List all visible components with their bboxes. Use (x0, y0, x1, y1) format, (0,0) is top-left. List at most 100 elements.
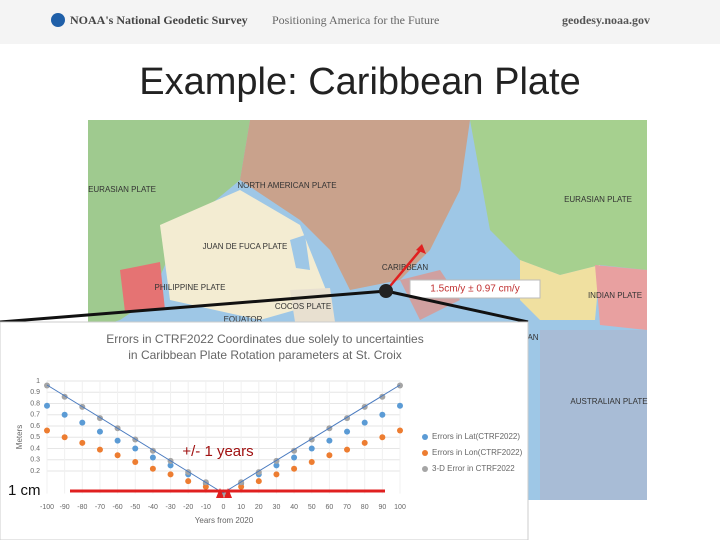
data-point (167, 462, 174, 469)
callout-text: 1.5cm/y ± 0.97 cm/y (430, 284, 519, 295)
header-bar (0, 0, 720, 44)
x-tick-label: -100 (40, 504, 54, 511)
data-point (397, 402, 403, 409)
data-point (344, 428, 351, 435)
x-tick-label: -20 (183, 504, 193, 511)
data-point (149, 454, 156, 461)
indian (595, 265, 647, 330)
red-arrow (216, 488, 224, 498)
data-point (273, 462, 280, 469)
y-tick-label: 0.7 (30, 412, 40, 419)
y-axis-label: Meters (15, 425, 24, 449)
x-tick-label: -70 (95, 504, 105, 511)
data-point (96, 428, 103, 435)
x-tick-label: 50 (308, 504, 316, 511)
plate-label: EQUATOR (224, 315, 263, 324)
y-tick-label: 0.6 (30, 423, 40, 430)
header-tagline: Positioning America for the Future (272, 13, 439, 27)
x-tick-label: 20 (255, 504, 263, 511)
y-tick-label: 0.9 (30, 389, 40, 396)
arrow-head (416, 244, 426, 254)
juan-de-fuca (290, 235, 310, 270)
x-tick-label: 60 (326, 504, 334, 511)
x-tick-label: 100 (394, 504, 406, 511)
x-tick-label: 10 (237, 504, 245, 511)
x-tick-label: -80 (77, 504, 87, 511)
data-point (344, 446, 351, 453)
callout-box (409, 279, 541, 299)
y-tick-label: 1 (36, 378, 40, 385)
annotation: 1 cm (8, 482, 41, 499)
chart-title: in Caribbean Plate Rotation parameters a… (128, 348, 401, 362)
x-tick-label: 40 (290, 504, 298, 511)
data-point (44, 402, 50, 409)
x-tick-label: 90 (378, 504, 386, 511)
trend-line (46, 384, 224, 494)
data-point (255, 478, 262, 485)
plate-label: AN (527, 333, 538, 342)
plate-label: COCOS PLATE (275, 302, 331, 311)
annotation: +/- 1 years (182, 443, 253, 460)
noaa-logo (51, 13, 65, 27)
data-point (291, 465, 298, 472)
plate-label: JUAN DE FUCA PLATE (203, 242, 288, 251)
x-tick-label: 70 (343, 504, 351, 511)
x-tick-label: -10 (201, 504, 211, 511)
data-point (61, 411, 68, 418)
x-tick-label: 0 (222, 504, 226, 511)
motion-arrow (385, 247, 423, 292)
legend-label: 3-D Error in CTRF2022 (432, 464, 515, 473)
data-point (61, 434, 68, 441)
st-croix-marker (379, 284, 393, 298)
data-point (308, 445, 315, 452)
chart-panel (0, 321, 529, 540)
data-point (326, 452, 333, 459)
y-tick-label: 0.4 (30, 445, 40, 452)
data-point (361, 439, 368, 446)
data-point (132, 459, 139, 465)
data-point (238, 483, 245, 490)
africa (520, 260, 600, 320)
y-tick-label: 0.5 (30, 434, 40, 441)
data-point (326, 437, 333, 444)
legend-marker (422, 434, 428, 440)
plate-label: EURASIAN PLATE (564, 195, 632, 204)
y-tick-label: 0.8 (30, 400, 40, 407)
x-axis-label: Years from 2020 (195, 516, 254, 525)
data-point (273, 471, 280, 478)
pacific (160, 190, 330, 320)
x-tick-label: -30 (165, 504, 175, 511)
data-point (379, 434, 386, 441)
data-point (202, 483, 209, 490)
x-tick-label: -40 (148, 504, 158, 511)
legend-label: Errors in Lon(CTRF2022) (432, 448, 523, 457)
data-point (291, 454, 298, 461)
x-tick-label: 30 (273, 504, 281, 511)
plot-area: 0.20.30.40.50.60.70.80.91-100 -90 -80 -70 -6… (30, 378, 522, 511)
data-point (114, 452, 121, 459)
data-point (397, 427, 403, 434)
connector (385, 289, 529, 324)
x-tick-label: -50 (130, 504, 140, 511)
data-point (308, 459, 315, 465)
chart-title: Errors in CTRF2022 Coordinates due solel… (106, 332, 423, 346)
data-point (96, 446, 103, 453)
legend-marker (422, 450, 428, 456)
plate-label: NORTH AMERICAN PLATE (237, 181, 336, 190)
australia (540, 330, 647, 500)
y-tick-label: 0.2 (30, 468, 40, 475)
plate-label: AUSTRALIAN PLATE (570, 397, 647, 406)
connector (0, 289, 387, 324)
x-tick-label: -60 (113, 504, 123, 511)
slide-title: Example: Caribbean Plate (139, 61, 580, 103)
trend-line (222, 384, 401, 494)
legend-marker (422, 466, 428, 472)
philippine (120, 262, 165, 312)
plate-map: EURASIAN PLATE NORTH AMERICAN PLATE JUAN… (88, 120, 648, 500)
data-point (361, 419, 368, 426)
x-tick-label: 80 (361, 504, 369, 511)
header-url: geodesy.noaa.gov (562, 13, 650, 27)
data-point (167, 471, 174, 478)
y-tick-label: 0.3 (30, 457, 40, 464)
